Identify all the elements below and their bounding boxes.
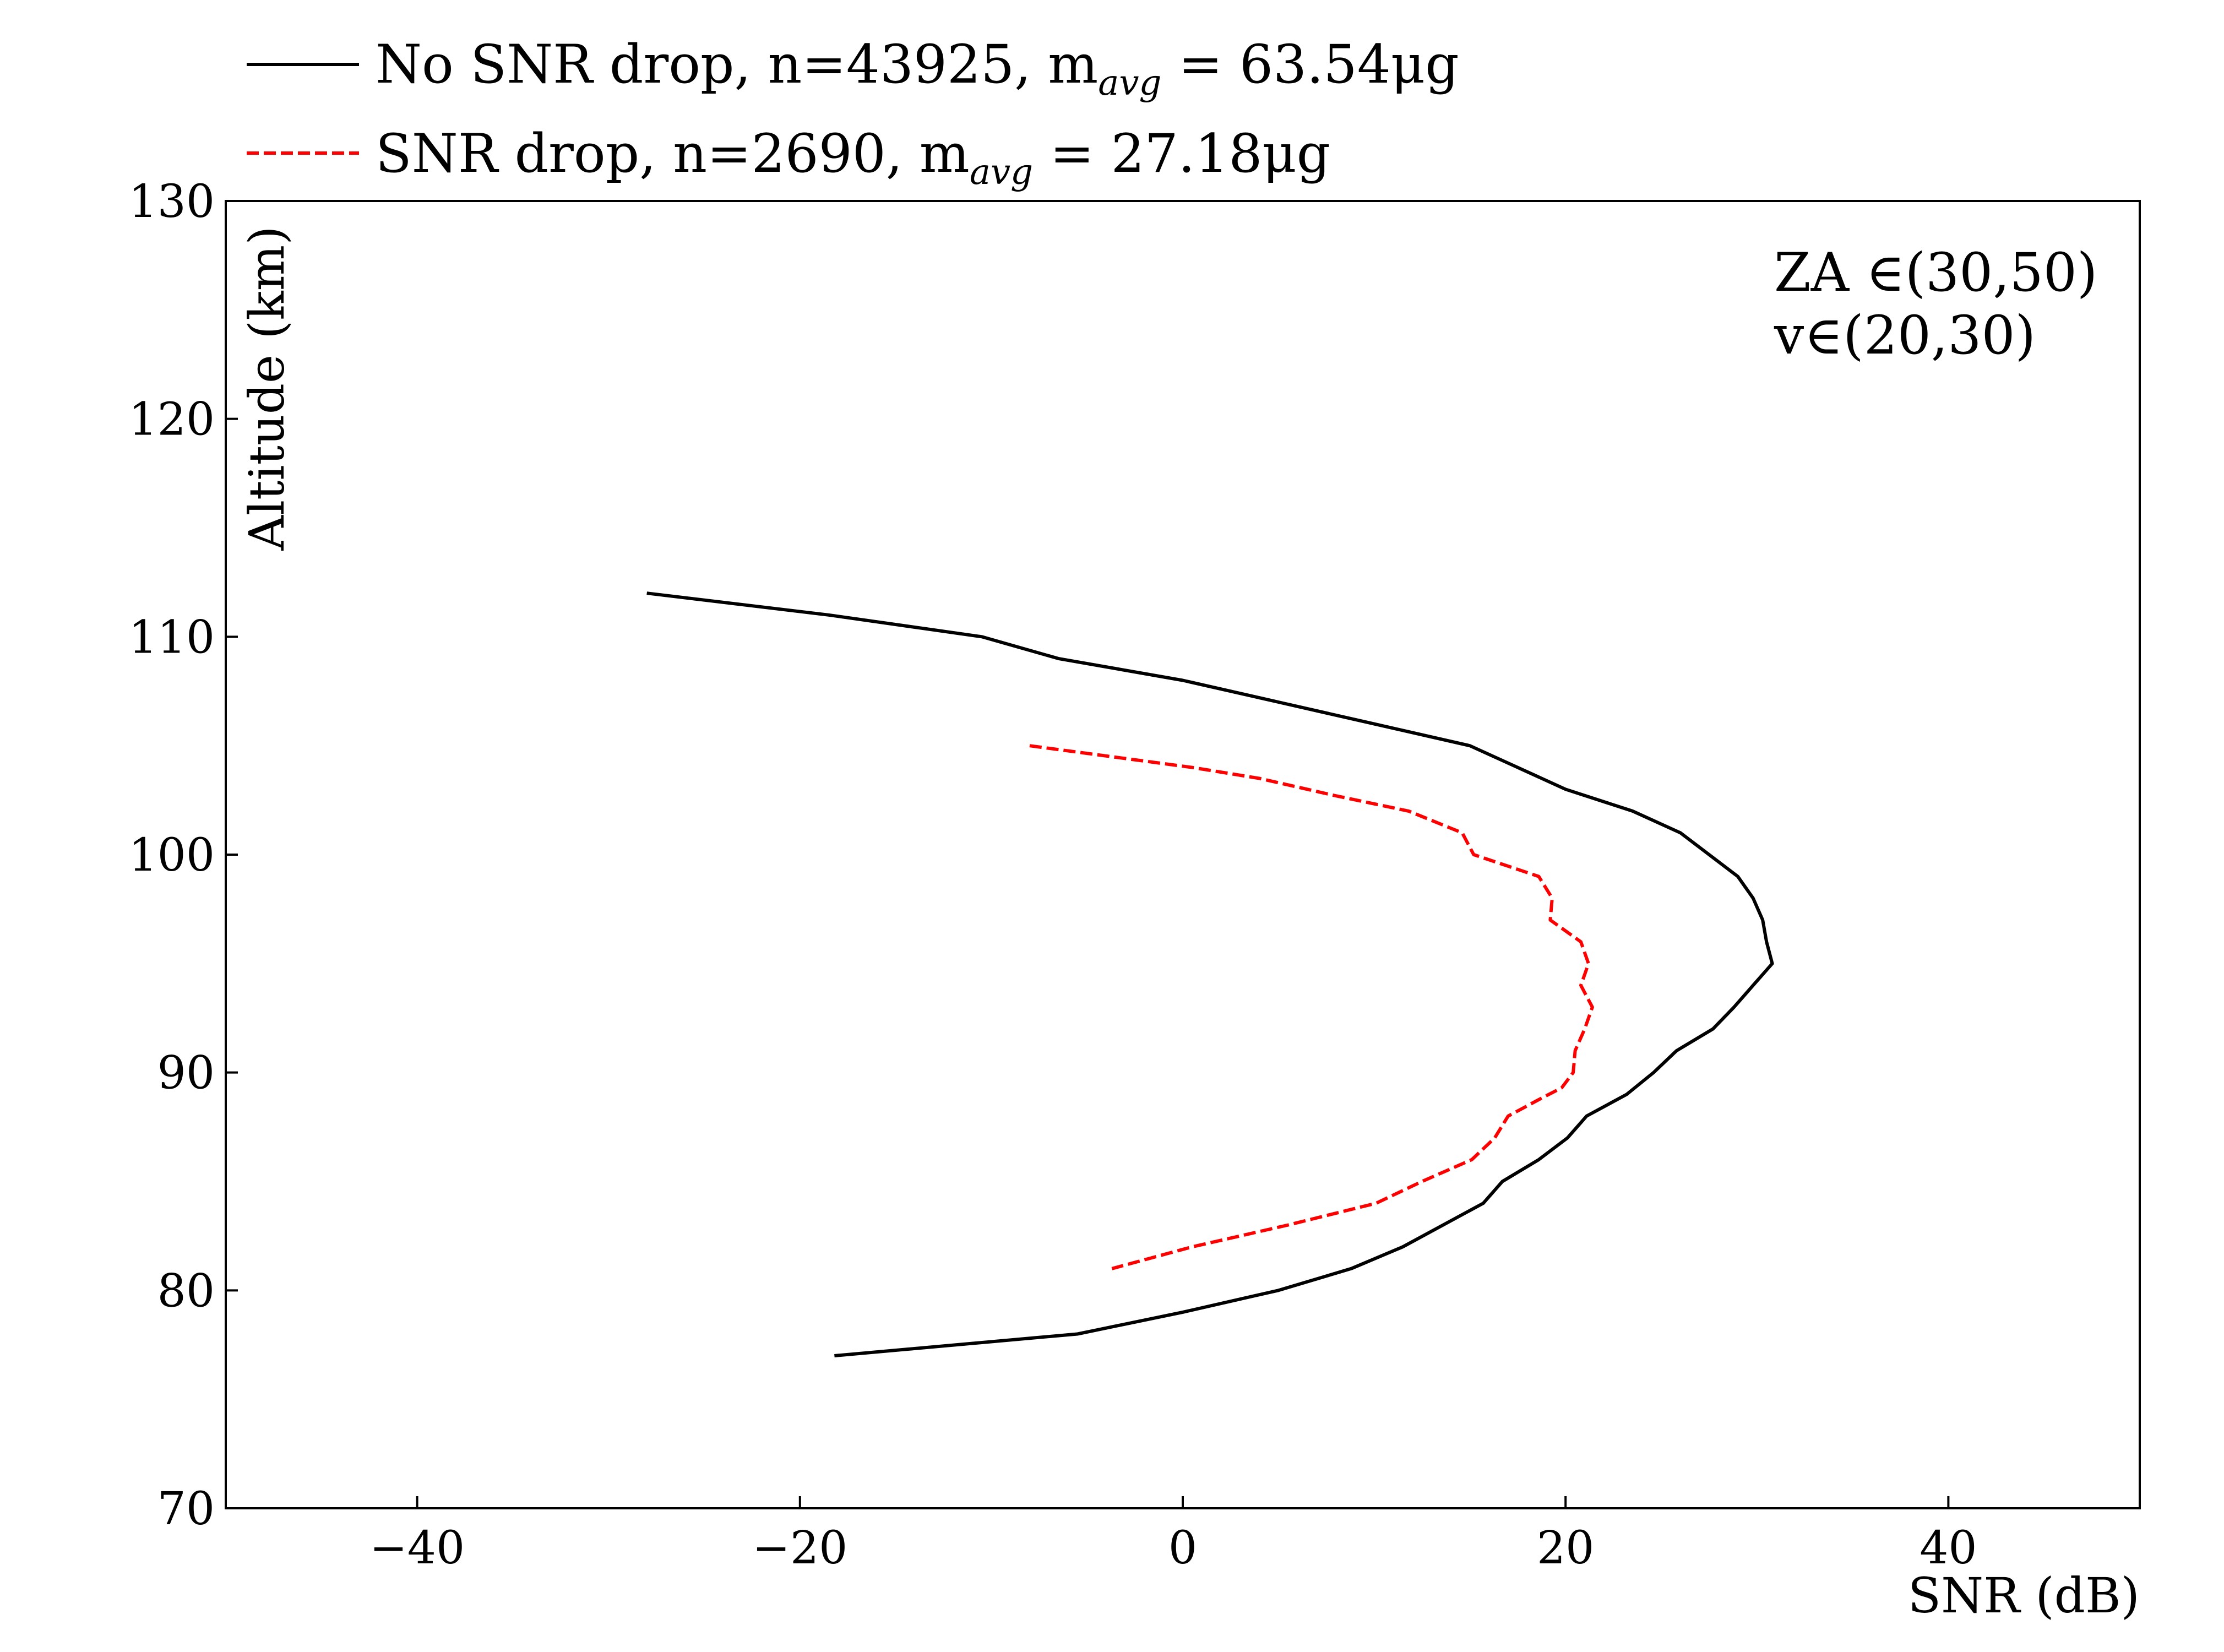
x-tick-label: 0	[1168, 1522, 1197, 1574]
x-tick-label: −40	[369, 1522, 465, 1574]
y-axis: 70 80 90 100 110 120 130	[128, 176, 238, 1535]
y-tick-label: 70	[157, 1483, 215, 1535]
series-line-snr-drop	[1029, 744, 1594, 1270]
legend-entry-snr-drop: SNR drop, n=2690, mavg = 27.18μg	[376, 123, 1330, 193]
x-tick-label: 20	[1537, 1522, 1594, 1574]
y-tick-label: 90	[157, 1047, 215, 1100]
x-axis-title: SNR (dB)	[1908, 1567, 2140, 1624]
legend-entry-no-snr-drop: No SNR drop, n=43925, mavg = 63.54μg	[376, 34, 1459, 104]
series-layer	[646, 591, 1774, 1357]
y-tick-label: 120	[128, 394, 215, 446]
x-tick-label: −20	[752, 1522, 847, 1574]
legend: No SNR drop, n=43925, mavg = 63.54μg SNR…	[247, 34, 1459, 193]
y-tick-label: 80	[157, 1265, 215, 1317]
annotation-velocity-range: v∈(20,30)	[1774, 305, 2036, 366]
y-axis-title: Altitude (km)	[238, 226, 295, 551]
x-axis: −40 −20 0 20 40	[369, 1496, 1977, 1574]
y-tick-label: 100	[128, 829, 215, 882]
annotation-za-range: ZA ∈(30,50)	[1774, 242, 2097, 303]
y-tick-label: 110	[128, 611, 215, 664]
x-tick-label: 40	[1920, 1522, 1977, 1574]
y-tick-label: 130	[128, 176, 215, 228]
series-line-no-snr-drop	[646, 591, 1774, 1357]
